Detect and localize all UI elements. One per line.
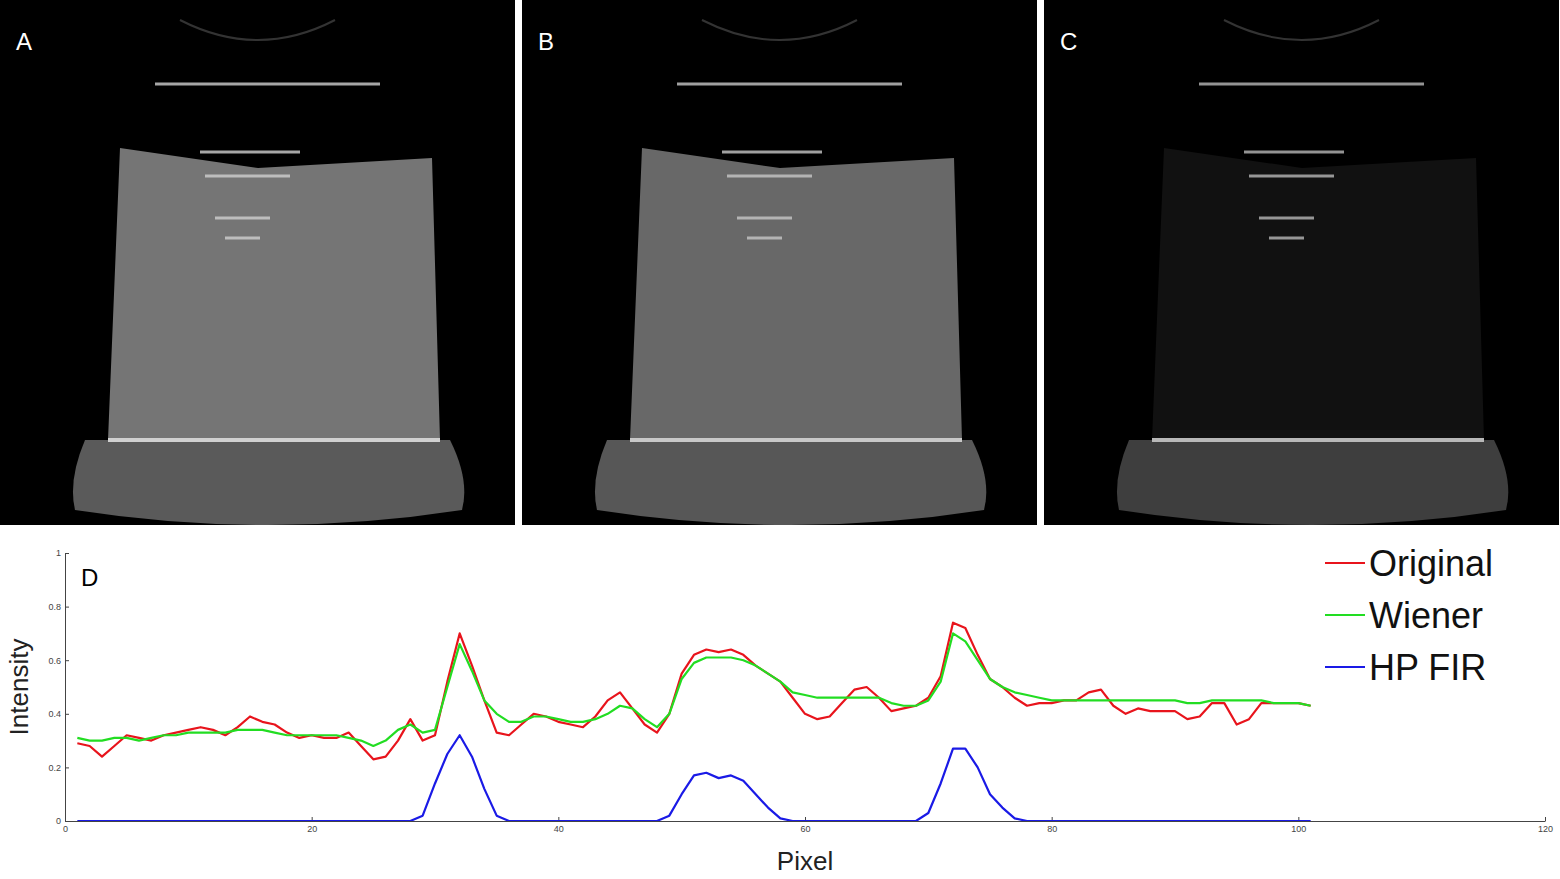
sector-bottom: [595, 440, 986, 525]
y-axis-line: [65, 554, 66, 822]
y-tick-label: 0.2: [48, 763, 61, 773]
x-tick: 120: [1538, 817, 1553, 834]
x-tick-label: 80: [1047, 824, 1057, 834]
panel-background: [1044, 0, 1559, 525]
sector-bottom: [1117, 440, 1508, 525]
legend-item: HP FIR: [1325, 647, 1486, 688]
y-axis: 0 0.2 0.4 0.6 0.8 1: [48, 548, 69, 826]
transducer-arc: [1224, 20, 1379, 40]
y-tick-mark: [65, 607, 69, 608]
reflection-line: [225, 237, 260, 240]
x-axis-line: [66, 821, 1546, 822]
interface-line: [630, 438, 962, 442]
x-tick-label: 0: [63, 824, 68, 834]
figure: A B C 0 20 40 60 80 100 120 0 0.2 0.4 0.6 0.8 1 D Pixel In…: [0, 0, 1560, 879]
x-axis: 0 20 40 60 80 100 120: [63, 817, 1553, 834]
legend-swatch: [1325, 614, 1365, 616]
reflection-line: [677, 83, 902, 86]
x-tick-mark: [1545, 817, 1546, 821]
legend-swatch: [1325, 666, 1365, 668]
y-tick: 0.2: [48, 763, 69, 773]
data-line: [77, 633, 1310, 746]
y-tick-mark: [65, 660, 69, 661]
legend: Original Wiener HP FIR: [1325, 543, 1493, 688]
legend-swatch: [1325, 562, 1365, 564]
y-tick: 0.4: [48, 709, 69, 719]
sector-bottom: [73, 440, 464, 525]
reflection-line: [737, 217, 792, 220]
chart-title: D: [81, 564, 98, 591]
x-tick-label: 20: [307, 824, 317, 834]
y-tick-label: 1: [56, 548, 61, 558]
reflection-line: [727, 175, 812, 178]
y-tick-label: 0.8: [48, 602, 61, 612]
transducer-arc: [180, 20, 335, 40]
speckle-region: [630, 148, 962, 440]
y-tick: 1: [56, 548, 69, 558]
x-axis-title: Pixel: [777, 846, 833, 876]
image-panel: C: [1044, 0, 1559, 525]
transducer-arc: [702, 20, 857, 40]
panel-letter: B: [538, 28, 554, 55]
legend-label: Original: [1369, 543, 1493, 584]
panel-background: [0, 0, 515, 525]
data-line: [77, 735, 1310, 821]
y-tick-label: 0.4: [48, 709, 61, 719]
reflection-line: [200, 151, 300, 154]
x-tick: 40: [554, 817, 564, 834]
interface-line: [1152, 438, 1484, 442]
speckle-region: [108, 148, 440, 440]
x-tick-label: 60: [800, 824, 810, 834]
y-axis-title: Intensity: [4, 639, 34, 736]
y-tick-mark: [65, 553, 69, 554]
legend-item: Wiener: [1325, 595, 1483, 636]
plot-lines: [77, 623, 1310, 821]
reflection-line: [205, 175, 290, 178]
x-tick: 100: [1291, 817, 1306, 834]
reflection-line: [747, 237, 782, 240]
x-tick: 20: [307, 817, 317, 834]
interface-line: [108, 438, 440, 442]
image-panel: B: [522, 0, 1037, 525]
reflection-line: [1259, 217, 1314, 220]
y-tick-label: 0.6: [48, 656, 61, 666]
y-tick-label: 0: [56, 816, 61, 826]
reflection-line: [1249, 175, 1334, 178]
y-tick-mark: [65, 767, 69, 768]
x-tick-label: 120: [1538, 824, 1553, 834]
y-tick-mark: [65, 821, 69, 822]
panel-letter: A: [16, 28, 32, 55]
y-tick: 0: [56, 816, 69, 826]
x-tick-label: 40: [554, 824, 564, 834]
reflection-line: [722, 151, 822, 154]
y-tick-mark: [65, 714, 69, 715]
speckle-region: [1152, 148, 1484, 440]
image-panel: A: [0, 0, 515, 525]
reflection-line: [215, 217, 270, 220]
legend-label: HP FIR: [1369, 647, 1486, 688]
x-tick: 80: [1047, 817, 1057, 834]
y-tick: 0.8: [48, 602, 69, 612]
x-tick-label: 100: [1291, 824, 1306, 834]
reflection-line: [1199, 83, 1424, 86]
panel-background: [522, 0, 1037, 525]
legend-label: Wiener: [1369, 595, 1483, 636]
reflection-line: [1269, 237, 1304, 240]
data-line: [77, 623, 1310, 760]
legend-item: Original: [1325, 543, 1493, 584]
chart: 0 20 40 60 80 100 120 0 0.2 0.4 0.6 0.8 1 D Pixel Inten…: [4, 543, 1553, 876]
panel-letter: C: [1060, 28, 1077, 55]
reflection-line: [155, 83, 380, 86]
y-tick: 0.6: [48, 656, 69, 666]
reflection-line: [1244, 151, 1344, 154]
x-tick: 60: [800, 817, 810, 834]
